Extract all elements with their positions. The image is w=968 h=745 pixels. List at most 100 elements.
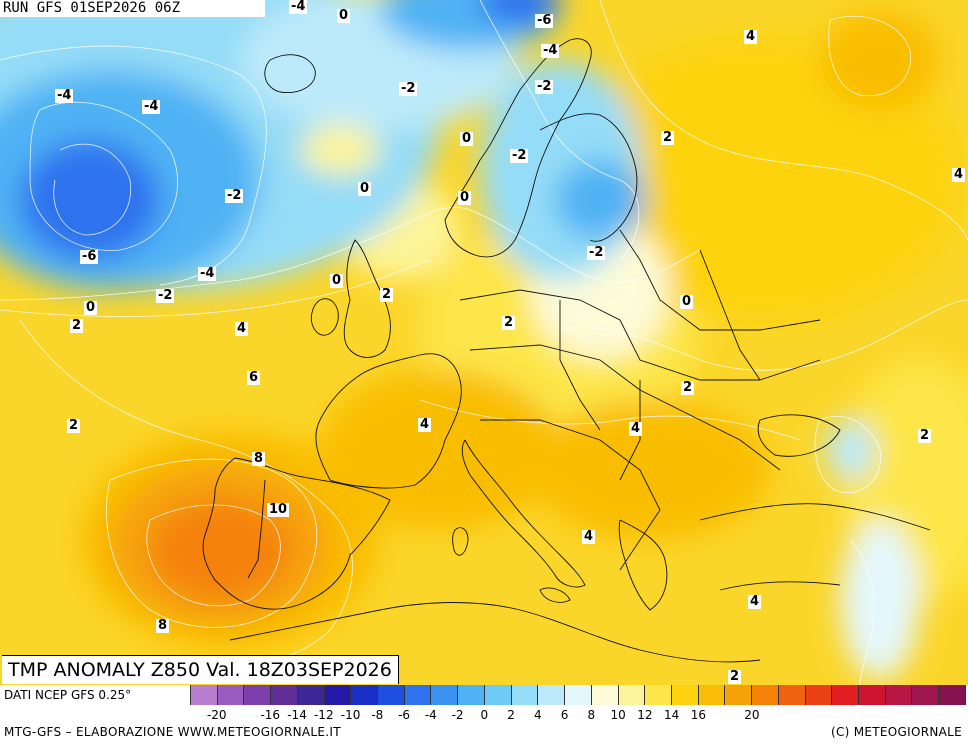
color-scale-tick-label: 10	[610, 708, 626, 722]
color-scale-cell	[404, 685, 432, 705]
color-scale-cell	[484, 685, 512, 705]
color-scale-tick-label: 20	[744, 708, 760, 722]
color-scale-cell	[698, 685, 726, 705]
color-scale-cell	[939, 685, 966, 705]
color-scale-ticks: -20 -16 -14 -12 -10 -8 -6 -4 -2 0 2 4 6 8 10 12 14 16 20	[190, 708, 966, 722]
temperature-anomaly-map	[0, 0, 968, 685]
label-minus2-atl: -2	[225, 188, 244, 203]
map-title: TMP ANOMALY Z850 Val. 18Z03SEP2026	[2, 655, 399, 684]
label-4-atl: 4	[235, 321, 249, 336]
label-minus4-atl2: -4	[198, 266, 217, 281]
label-minus6-north: -6	[535, 13, 554, 28]
data-source: DATI NCEP GFS 0.25°	[4, 688, 132, 702]
label-minus4-top: -4	[289, 0, 308, 14]
label-0-skag: 0	[458, 190, 472, 205]
color-scale-tick-label: 14	[664, 708, 680, 722]
color-scale-cell	[832, 685, 859, 705]
footer: DATI NCEP GFS 0.25° -20 -16 -14 -12 -10 -8 -6-…	[0, 685, 968, 745]
color-scale-tick-label: -14	[287, 708, 307, 722]
label-2-africa: 2	[728, 669, 742, 684]
color-scale-cell	[858, 685, 886, 705]
label-8-spain: 8	[252, 451, 266, 466]
label-2-finland: 2	[661, 130, 675, 145]
label-4-france: 4	[418, 417, 432, 432]
label-minus2-sweden: -2	[510, 148, 529, 163]
label-6-biscay: 6	[247, 370, 261, 385]
color-scale-cell	[538, 685, 566, 705]
color-scale-cell	[752, 685, 779, 705]
color-scale-cell	[244, 685, 272, 705]
color-scale-tick-label: -12	[313, 708, 334, 722]
color-scale-cell	[351, 685, 379, 705]
color-scale-cell	[217, 685, 245, 705]
label-minus2-nsea: -2	[399, 81, 418, 96]
color-scale-cell	[565, 685, 592, 705]
color-scale-tick-label: 6	[560, 708, 569, 722]
color-scale-cell	[378, 685, 405, 705]
color-scale-cell	[671, 685, 699, 705]
label-8-atl: 8	[156, 618, 170, 633]
coastlines-and-borders	[202, 38, 931, 663]
label-0-poland: 0	[680, 294, 694, 309]
label-0-top: 0	[337, 8, 351, 23]
label-2-caspian: 2	[918, 428, 932, 443]
color-scale-cell	[805, 685, 833, 705]
color-scale-cell	[431, 685, 459, 705]
label-minus4-scand: -4	[541, 43, 560, 58]
label-minus2-scand: -2	[535, 79, 554, 94]
label-4-italy: 4	[582, 529, 596, 544]
color-scale-tick-label: -6	[398, 708, 411, 722]
color-scale-tick-label: 4	[534, 708, 542, 722]
color-scale-tick-label: -4	[424, 708, 437, 722]
color-scale-cell	[725, 685, 753, 705]
color-scale-cell	[190, 685, 218, 705]
color-scale-tick-label: 8	[587, 708, 596, 722]
color-scale-cell	[912, 685, 940, 705]
map-area: RUN GFS 01SEP2026 06Z -4 0 -6 -4 4 -2 -4…	[0, 0, 968, 685]
label-minus4-west: -4	[55, 88, 74, 103]
color-scale-tick-label: -2	[451, 708, 464, 722]
label-minus2-baltic: -2	[587, 245, 606, 260]
label-0-atl: 0	[84, 300, 98, 315]
color-scale-tick-label: 2	[507, 708, 515, 722]
color-scale-cell	[591, 685, 619, 705]
color-scale-tick-label: 12	[637, 708, 653, 722]
color-scale-cell	[885, 685, 913, 705]
color-scale-cell	[458, 685, 485, 705]
anomaly-field	[0, 0, 968, 680]
label-minus2-atl2: -2	[156, 288, 175, 303]
label-10-iberia: 10	[267, 502, 290, 517]
color-scale-tick-label: -20	[206, 708, 227, 722]
label-4-east: 4	[952, 167, 966, 182]
color-scale-cell	[297, 685, 325, 705]
credit-right: (C) METEOGIORNALE	[830, 725, 962, 739]
label-minus6-atl: -6	[80, 249, 99, 264]
color-scale-cell	[511, 685, 539, 705]
color-scale-tick-label: 16	[690, 708, 707, 722]
label-minus4-atl: -4	[142, 99, 161, 114]
label-0-norway: 0	[460, 131, 474, 146]
label-0-iceland: 0	[358, 181, 372, 196]
label-0-uk: 0	[330, 273, 344, 288]
label-4-balkan: 4	[629, 421, 643, 436]
label-2-atl-south: 2	[67, 418, 81, 433]
label-2-atl: 2	[70, 318, 84, 333]
label-2-ukraine: 2	[681, 380, 695, 395]
color-scale-cell	[645, 685, 672, 705]
color-scale-cell	[324, 685, 352, 705]
label-4-russia: 4	[744, 29, 758, 44]
color-scale-bar	[190, 685, 966, 705]
run-header: RUN GFS 01SEP2026 06Z	[0, 0, 265, 17]
label-2-nsea: 2	[380, 287, 394, 302]
label-4-aegean: 4	[748, 594, 762, 609]
color-scale-tick-label: 0	[480, 708, 489, 722]
color-scale-cell	[618, 685, 646, 705]
contour-lines	[0, 0, 968, 685]
color-scale-tick-label: -10	[340, 708, 361, 722]
label-2-germany: 2	[502, 315, 516, 330]
color-scale-cell	[271, 685, 298, 705]
credit-left: MTG-GFS – ELABORAZIONE WWW.METEOGIORNALE…	[4, 725, 341, 739]
color-scale-tick-label: -16	[260, 708, 281, 722]
color-scale-tick-label: -8	[371, 708, 384, 722]
color-scale-cell	[778, 685, 806, 705]
